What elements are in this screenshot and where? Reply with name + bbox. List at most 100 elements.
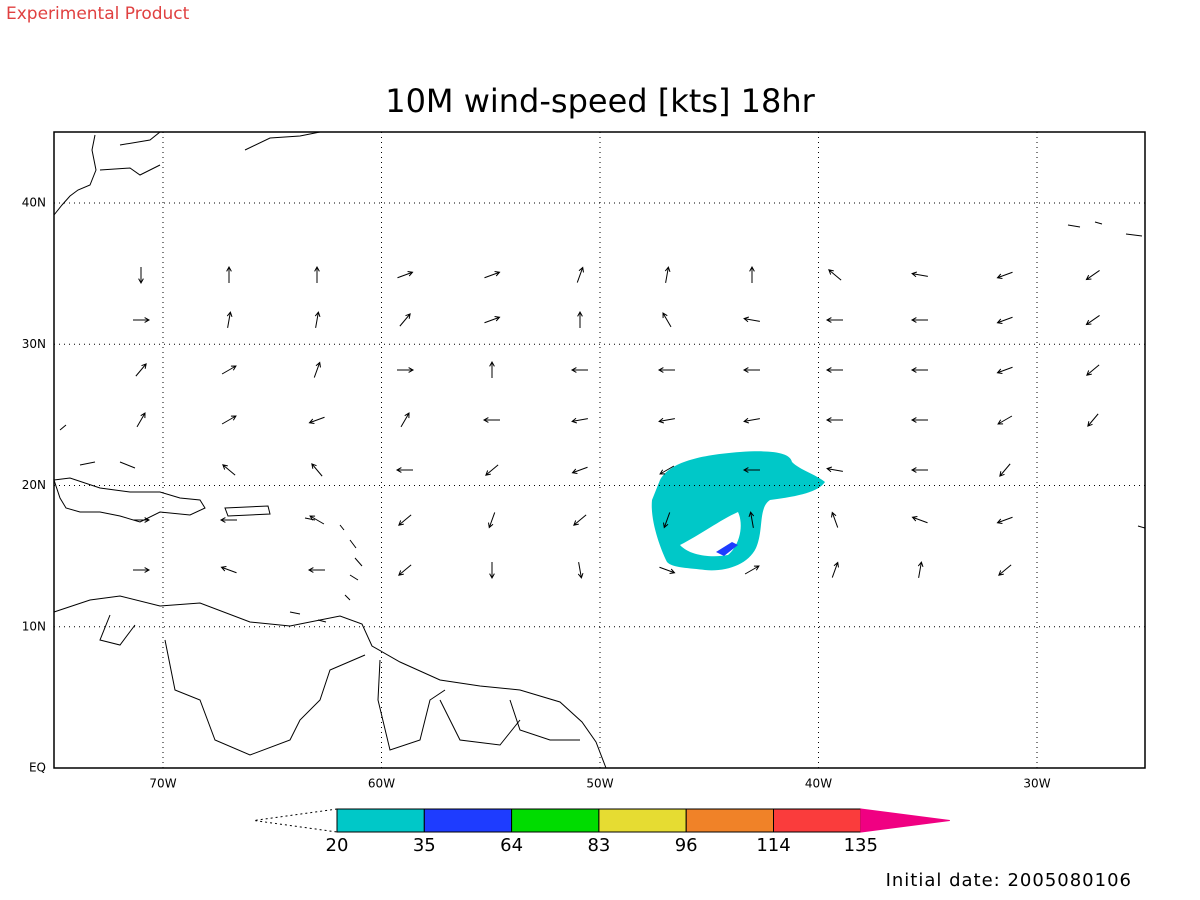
wind-arrow [998, 564, 1012, 576]
wind-arrow [1086, 364, 1100, 376]
y-tick-label: 30N [22, 337, 46, 351]
country-borders [99, 614, 580, 756]
wind-arrow [489, 360, 495, 378]
map-frame [53, 131, 1146, 769]
wind-arrow [133, 567, 151, 573]
wind-arrow [136, 412, 146, 428]
experimental-note: Experimental Product [6, 4, 190, 24]
wind-arrow [663, 512, 671, 529]
wind-arrow [220, 566, 237, 574]
colorbar-label: 83 [587, 835, 610, 856]
x-tick-label: 60W [368, 777, 395, 791]
wind-arrow [825, 367, 843, 373]
coastline-greater-antilles [53, 477, 206, 523]
wind-arrow [314, 311, 321, 328]
colorbar-label: 35 [413, 835, 436, 856]
x-tick-label: 70W [149, 777, 176, 791]
wind-arrow [996, 366, 1013, 374]
wind-arrow [570, 367, 588, 373]
wind-arrow [489, 562, 495, 580]
wind-arrow [910, 417, 928, 423]
coastline-lesser-antilles [289, 517, 363, 623]
wind-arrow [911, 516, 928, 524]
y-tick-label: EQ [29, 761, 46, 775]
wind-arrow [1085, 315, 1100, 326]
colorbar-label: 96 [675, 835, 698, 856]
wind-arrow [910, 367, 928, 373]
wind-arrow [398, 514, 412, 526]
wind-arrow [996, 271, 1013, 279]
wind-arrow [997, 415, 1013, 425]
colorbar-swatch [511, 808, 600, 833]
wind-arrow [226, 311, 233, 328]
wind-arrow [742, 367, 760, 373]
wind-arrow [1085, 270, 1100, 281]
wind-arrow [743, 417, 760, 424]
wind-arrow [313, 361, 321, 378]
colorbar-label: 20 [326, 835, 349, 856]
coastline-north-america [53, 131, 321, 216]
wind-arrow [742, 467, 760, 473]
colorbar-swatch [773, 808, 862, 833]
wind-arrow [911, 271, 928, 278]
wind-arrow [910, 467, 928, 473]
wind-arrow [826, 466, 843, 473]
wind-arrow [996, 316, 1013, 324]
wind-arrow [571, 466, 588, 474]
wind-arrow [133, 517, 151, 523]
wind-arrow [662, 312, 672, 328]
wind-arrow [221, 365, 237, 375]
wind-area-below [680, 512, 741, 557]
wind-arrow [395, 467, 413, 473]
wind-arrow [749, 265, 755, 283]
wind-arrow [576, 266, 584, 283]
wind-arrow [664, 266, 671, 283]
wind-arrow [577, 310, 583, 328]
wind-arrow [825, 317, 843, 323]
wind-arrow [133, 317, 151, 323]
wind-arrow [400, 412, 410, 428]
wind-arrow [831, 511, 839, 528]
wind-area-35 [716, 542, 738, 556]
wind-arrow [748, 511, 755, 528]
wind-arrow [659, 566, 676, 574]
y-tick-label: 20N [22, 478, 46, 492]
wind-arrow [314, 265, 320, 283]
wind-arrow [825, 417, 843, 423]
colorbar-swatch [336, 808, 425, 833]
coastline-islands [59, 424, 271, 517]
wind-arrow [484, 271, 501, 279]
wind-arrow [398, 564, 412, 576]
wind-arrow [996, 516, 1013, 524]
grid [54, 132, 1145, 768]
wind-arrow [658, 417, 675, 424]
wind-arrow [999, 463, 1011, 477]
x-tick-label: 30W [1023, 777, 1050, 791]
coastline-south-america [53, 595, 607, 769]
wind-arrow [135, 363, 147, 377]
colorbar-label: 114 [756, 835, 790, 856]
colorbar-lower-extension [253, 808, 338, 833]
wind-arrow [488, 512, 496, 529]
coastline-east [1067, 221, 1146, 529]
wind-arrow [743, 316, 760, 323]
wind-arrow [573, 514, 587, 526]
wind-arrow [482, 417, 500, 423]
wind-arrow [577, 562, 584, 579]
map [53, 131, 1146, 769]
wind-arrow [222, 464, 236, 476]
wind-arrow [831, 561, 839, 578]
colorbar: 20 35 64 83 96 114 135 [253, 808, 950, 856]
wind-arrow [226, 265, 232, 283]
colorbar-swatch [598, 808, 687, 833]
wind-arrow [311, 463, 323, 477]
y-tick-label: 10N [22, 619, 46, 633]
wind-arrow [485, 464, 499, 476]
colorbar-upper-extension [860, 808, 950, 833]
wind-arrow [308, 416, 325, 424]
wind-arrow [571, 417, 588, 424]
x-tick-label: 40W [805, 777, 832, 791]
wind-vectors [133, 265, 1100, 580]
wind-arrow [659, 465, 675, 475]
colorbar-swatch [423, 808, 513, 833]
